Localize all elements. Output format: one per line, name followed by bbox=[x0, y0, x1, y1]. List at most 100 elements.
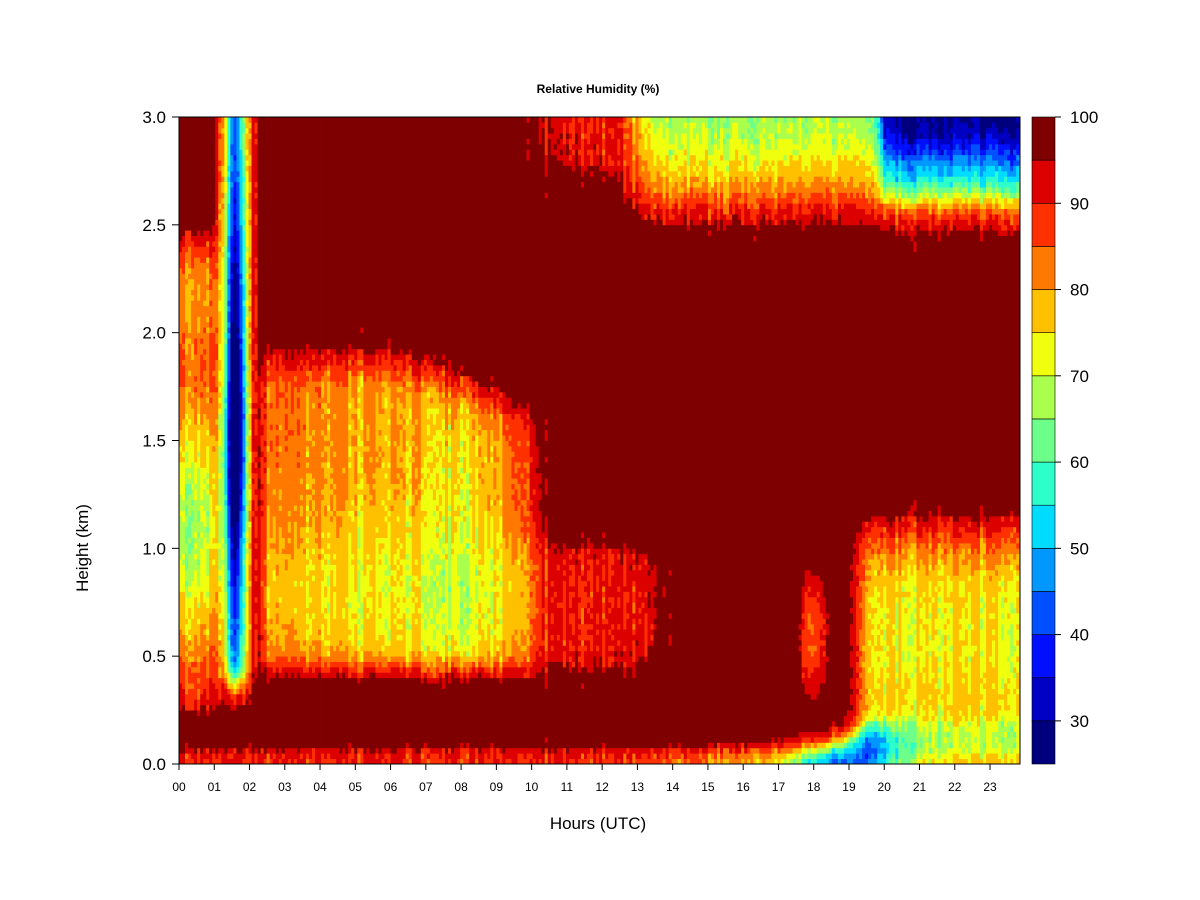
heatmap-cell bbox=[227, 381, 231, 420]
heatmap-cell bbox=[375, 526, 379, 533]
heatmap-cell bbox=[311, 489, 316, 495]
heatmap-cell bbox=[432, 359, 437, 366]
heatmap-cell bbox=[351, 413, 355, 420]
heatmap-cell bbox=[819, 742, 824, 749]
heatmap-cell bbox=[227, 440, 231, 447]
heatmap-cell bbox=[729, 203, 733, 215]
heatmap-cell bbox=[538, 758, 543, 764]
heatmap-cell bbox=[792, 737, 796, 743]
heatmap-cell bbox=[318, 397, 322, 404]
heatmap-cell bbox=[408, 623, 413, 630]
heatmap-cell bbox=[336, 117, 340, 355]
heatmap-cell bbox=[248, 548, 252, 565]
heatmap-cell bbox=[396, 472, 401, 479]
heatmap-cell bbox=[868, 569, 872, 576]
heatmap-cell bbox=[819, 737, 824, 743]
heatmap-cell bbox=[638, 591, 642, 598]
heatmap-cell bbox=[260, 397, 265, 404]
heatmap-cell bbox=[605, 758, 609, 764]
heatmap-cell bbox=[218, 445, 222, 474]
heatmap-cell bbox=[242, 332, 246, 339]
heatmap-cell bbox=[420, 661, 425, 673]
heatmap-cell bbox=[795, 742, 799, 749]
heatmap-cell bbox=[206, 289, 210, 307]
heatmap-cell bbox=[692, 138, 697, 156]
heatmap-cell bbox=[387, 499, 391, 511]
heatmap-cell bbox=[197, 618, 201, 625]
heatmap-cell bbox=[218, 623, 222, 630]
heatmap-cell bbox=[381, 548, 385, 587]
heatmap-cell bbox=[590, 149, 594, 166]
heatmap-cell bbox=[454, 418, 458, 485]
heatmap-cell bbox=[783, 208, 787, 215]
heatmap-cell bbox=[469, 391, 473, 414]
heatmap-cell bbox=[302, 645, 307, 652]
heatmap-cell bbox=[275, 634, 280, 657]
heatmap-cell bbox=[568, 149, 573, 156]
heatmap-cell bbox=[357, 569, 361, 603]
heatmap-cell bbox=[191, 510, 195, 522]
heatmap-cell bbox=[846, 737, 851, 743]
heatmap-cell bbox=[245, 532, 249, 538]
heatmap-cell bbox=[577, 645, 582, 652]
heatmap-cell bbox=[393, 677, 398, 754]
heatmap-cell bbox=[520, 677, 524, 749]
heatmap-cell bbox=[584, 548, 588, 582]
heatmap-cell bbox=[783, 742, 787, 749]
heatmap-cell bbox=[475, 526, 479, 549]
heatmap-cell bbox=[215, 424, 219, 441]
heatmap-cell bbox=[490, 629, 494, 635]
heatmap-cell bbox=[236, 753, 240, 764]
heatmap-cell bbox=[454, 494, 458, 511]
heatmap-cell bbox=[248, 586, 252, 625]
heatmap-cell bbox=[653, 219, 657, 226]
heatmap-cell bbox=[396, 613, 401, 619]
heatmap-cell bbox=[248, 208, 252, 220]
heatmap-cell bbox=[363, 354, 367, 366]
heatmap-cell bbox=[765, 758, 769, 764]
heatmap-cell bbox=[206, 634, 210, 641]
heatmap-cell bbox=[324, 117, 328, 350]
heatmap-cell bbox=[568, 160, 573, 166]
heatmap-cell bbox=[463, 472, 467, 506]
heatmap-cell bbox=[840, 127, 845, 134]
heatmap-cell bbox=[405, 553, 410, 560]
heatmap-cell bbox=[284, 408, 289, 414]
heatmap-cell bbox=[550, 645, 555, 652]
heatmap-cell bbox=[807, 591, 812, 598]
heatmap-cell bbox=[496, 456, 500, 463]
heatmap-cell bbox=[281, 365, 286, 382]
heatmap-cell bbox=[753, 753, 757, 764]
heatmap-cell bbox=[469, 413, 473, 468]
heatmap-cell bbox=[308, 602, 313, 619]
heatmap-cell bbox=[185, 483, 189, 501]
heatmap-cell bbox=[481, 629, 485, 657]
heatmap-cell bbox=[526, 440, 530, 447]
heatmap-cell bbox=[871, 181, 875, 188]
heatmap-cell bbox=[701, 192, 706, 204]
heatmap-cell bbox=[333, 747, 337, 760]
heatmap-cell bbox=[635, 564, 639, 641]
heatmap-cell bbox=[215, 224, 219, 237]
heatmap-cell bbox=[641, 203, 645, 220]
heatmap-cell bbox=[438, 586, 443, 598]
heatmap-cell bbox=[287, 532, 292, 538]
heatmap-cell bbox=[611, 564, 615, 571]
heatmap-cell bbox=[305, 472, 310, 485]
heatmap-cell bbox=[296, 435, 301, 452]
heatmap-cell bbox=[206, 445, 210, 474]
heatmap-cell bbox=[239, 273, 243, 280]
heatmap-cell bbox=[254, 467, 258, 474]
heatmap-cell bbox=[260, 510, 265, 517]
heatmap-cell bbox=[466, 586, 470, 598]
heatmap-cell bbox=[856, 742, 860, 749]
heatmap-cell bbox=[454, 677, 458, 749]
heatmap-cell bbox=[296, 117, 301, 355]
heatmap-cell bbox=[200, 391, 204, 398]
heatmap-cell bbox=[185, 354, 189, 387]
heatmap-cell bbox=[257, 117, 261, 377]
heatmap-cell bbox=[837, 747, 842, 754]
heatmap-cell bbox=[396, 478, 401, 485]
heatmap-cell bbox=[568, 559, 573, 565]
heatmap-cell bbox=[339, 650, 343, 662]
